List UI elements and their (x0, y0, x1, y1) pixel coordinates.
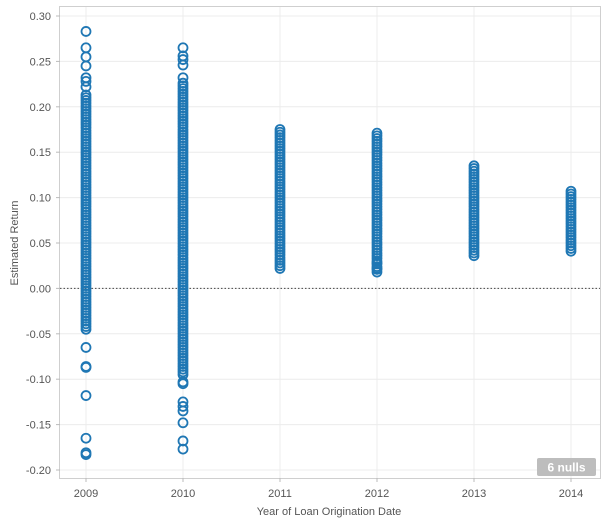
y-tick-label: 0.30 (30, 11, 51, 23)
data-point (177, 77, 189, 89)
data-point (565, 185, 577, 197)
null-indicator[interactable]: 6 nulls (537, 458, 596, 476)
x-tick-label: 2014 (559, 488, 583, 500)
data-point (177, 54, 189, 65)
x-axis-title: Year of Loan Origination Date (257, 506, 402, 518)
data-point (177, 417, 189, 429)
data-point (177, 378, 189, 390)
x-tick-label: 2010 (171, 488, 195, 500)
data-point (80, 342, 92, 353)
data-point (371, 263, 383, 274)
data-point (80, 26, 92, 37)
y-tick-label: 0.15 (30, 147, 51, 159)
x-tick-label: 2009 (74, 488, 98, 500)
grid-lines (60, 7, 600, 478)
x-axis: 2009 2010 2011 2012 2013 2014 (74, 478, 583, 500)
data-point (371, 127, 383, 139)
data-point (80, 75, 92, 87)
data-point (468, 160, 480, 172)
data-point (80, 60, 92, 72)
y-tick-label: -0.15 (26, 420, 51, 432)
data-point (177, 405, 189, 417)
y-tick-label: -0.20 (26, 465, 51, 477)
x-tick-label: 2012 (365, 488, 389, 500)
data-point (80, 361, 92, 373)
data-point (80, 432, 92, 444)
y-tick-label: 0.25 (30, 56, 51, 68)
x-tick-label: 2013 (462, 488, 486, 500)
null-indicator-label[interactable]: 6 nulls (547, 461, 585, 475)
y-tick-label: 0.10 (30, 193, 51, 205)
y-tick-label: 0.05 (30, 238, 51, 250)
y-axis-title: Estimated Return (9, 201, 21, 286)
y-tick-label: -0.05 (26, 329, 51, 341)
data-point (177, 72, 189, 84)
data-point (80, 449, 92, 460)
y-tick-label: 0.00 (30, 283, 51, 295)
data-point (177, 59, 189, 71)
y-tick-label: 0.20 (30, 102, 51, 114)
null-indicator-badge[interactable] (537, 458, 596, 476)
y-axis: -0.20 -0.15 -0.10 -0.05 0.00 0.05 0.10 0.15 0.20… (26, 11, 60, 477)
data-point (274, 124, 286, 135)
data-point (177, 443, 189, 455)
data-points (80, 26, 577, 460)
data-point (80, 81, 92, 93)
data-point (80, 390, 92, 401)
data-point (177, 401, 189, 412)
x-tick-label: 2011 (268, 488, 292, 500)
y-tick-label: -0.10 (26, 374, 51, 386)
data-point (371, 257, 383, 269)
